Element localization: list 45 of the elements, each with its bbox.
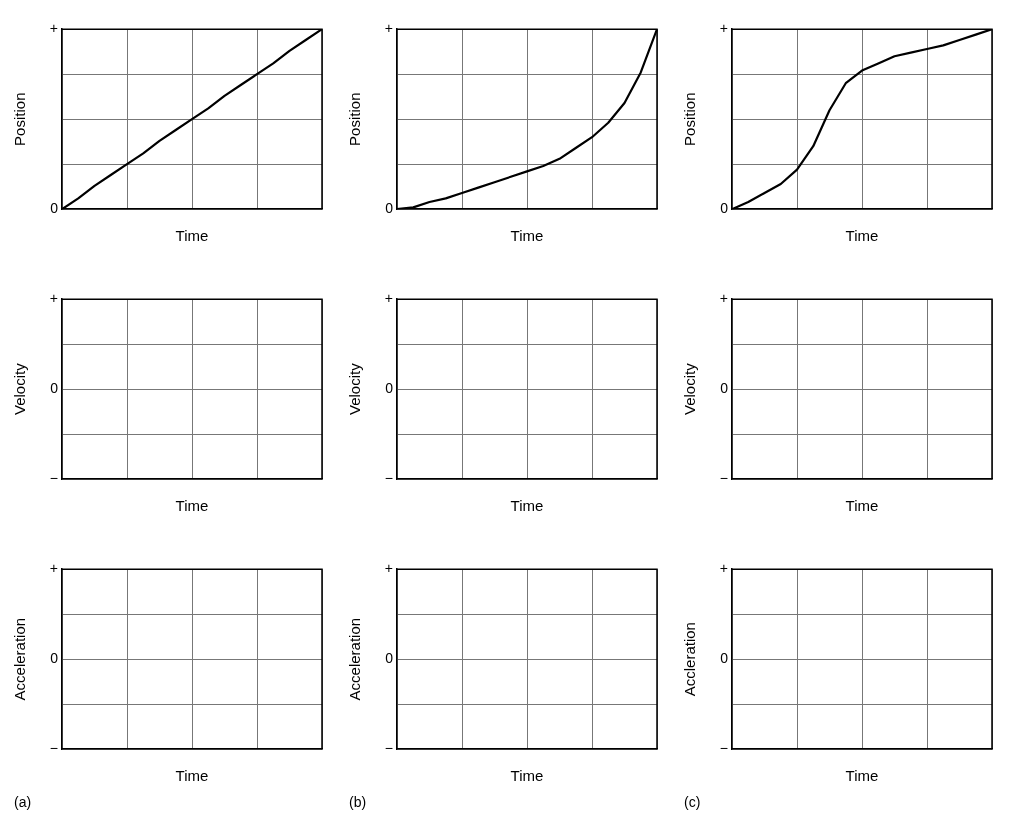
y-axis-title: Position <box>681 92 699 146</box>
x-axis-title: Time <box>510 227 544 245</box>
text: Velocity <box>346 362 364 416</box>
text: Velocity <box>681 362 699 416</box>
x-axis-title: Time <box>845 227 879 245</box>
text: 0 <box>385 650 394 667</box>
text: Velocity <box>11 362 29 416</box>
text: + <box>719 20 728 37</box>
text: (b) <box>349 794 367 810</box>
text: − <box>384 470 393 487</box>
text: Time <box>175 767 209 785</box>
text: Time <box>510 497 544 515</box>
text: + <box>384 290 393 307</box>
text: − <box>384 740 393 757</box>
text: + <box>719 290 728 307</box>
text: Time <box>845 767 879 785</box>
text: + <box>49 20 58 37</box>
text: Acceleration <box>11 617 29 701</box>
text: + <box>384 560 393 577</box>
text: 0 <box>720 650 729 667</box>
x-axis-title: Time <box>175 227 209 245</box>
text: Accleration <box>681 622 699 697</box>
y-axis-title: Position <box>346 92 364 146</box>
text: − <box>719 470 728 487</box>
text: Time <box>845 497 879 515</box>
text: − <box>49 470 58 487</box>
text: 0 <box>385 200 394 217</box>
text: Acceleration <box>346 617 364 701</box>
text: 0 <box>50 200 59 217</box>
text: − <box>719 740 728 757</box>
text: 0 <box>720 380 729 397</box>
text: + <box>49 560 58 577</box>
text: (c) <box>684 794 701 810</box>
text: Time <box>175 497 209 515</box>
y-axis-title: Position <box>11 92 29 146</box>
text: 0 <box>50 380 59 397</box>
text: 0 <box>50 650 59 667</box>
text: 0 <box>385 380 394 397</box>
text: 0 <box>720 200 729 217</box>
text: + <box>384 20 393 37</box>
text: − <box>49 740 58 757</box>
text: + <box>719 560 728 577</box>
text: + <box>49 290 58 307</box>
text: (a) <box>14 794 32 810</box>
text: Time <box>510 767 544 785</box>
